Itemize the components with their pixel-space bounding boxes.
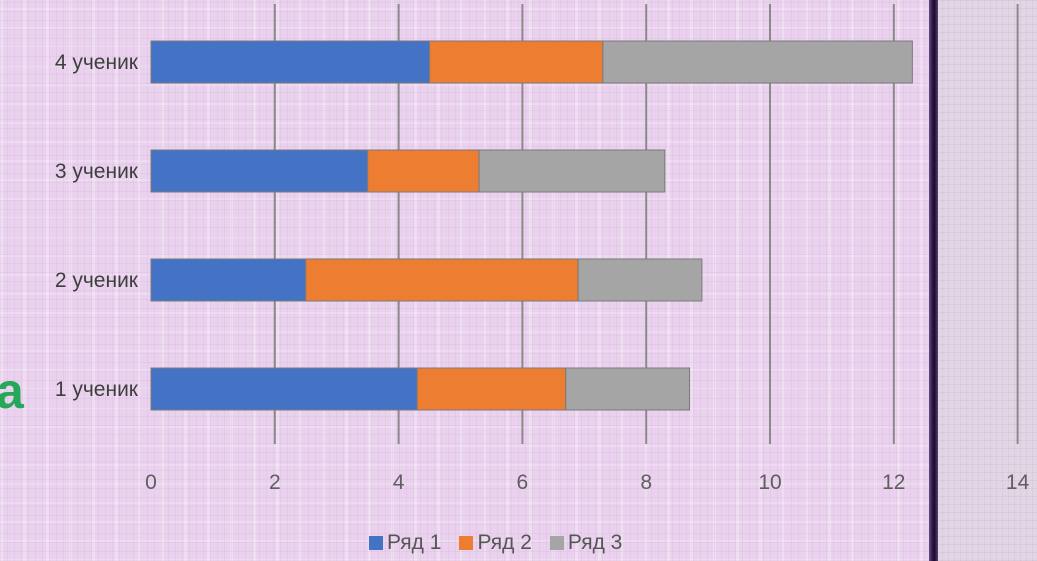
bar-segment: [305, 258, 579, 302]
bar-segment: [150, 367, 418, 411]
bar-segment: [150, 40, 431, 84]
bar-segment: [150, 258, 307, 302]
slide-divider: [929, 0, 938, 561]
legend-label: Ряд 1: [387, 531, 442, 554]
legend-item: Ряд 3: [549, 531, 623, 555]
right-panel-background: [930, 0, 1037, 561]
bar-segment: [565, 367, 691, 411]
bar-segment: [416, 367, 567, 411]
bar-segment: [577, 258, 703, 302]
category-label: 3 ученик: [55, 160, 139, 183]
bars: [150, 40, 913, 411]
category-label: 4 ученик: [55, 51, 139, 74]
legend-item: Ряд 1: [369, 531, 441, 555]
category-label: 1 ученик: [55, 378, 139, 401]
x-tick-labels: 0 2 4 6 8 10 12 14: [145, 471, 1029, 494]
x-tick-label: 14: [1006, 471, 1030, 494]
x-tick-label: 12: [882, 471, 905, 494]
category-label: 2 ученик: [55, 269, 139, 292]
bar-segment: [367, 149, 480, 193]
x-tick-label: 6: [517, 471, 529, 494]
legend: Ряд 1 Ряд 2 Ряд 3: [0, 531, 1037, 555]
legend-swatch: [369, 536, 383, 550]
x-tick-label: 2: [269, 471, 281, 494]
bar-segment: [429, 40, 604, 84]
bar-segment: [478, 149, 666, 193]
bar-segment: [150, 149, 369, 193]
legend-swatch: [459, 536, 474, 550]
x-tick-label: 8: [640, 471, 652, 494]
legend-swatch: [549, 536, 564, 550]
legend-label: Ряд 2: [477, 531, 532, 554]
x-tick-label: 0: [145, 471, 157, 494]
legend-item: Ряд 2: [459, 531, 532, 555]
green-text-fragment: а: [0, 363, 24, 419]
x-tick-label: 4: [393, 471, 405, 494]
legend-label: Ряд 3: [567, 531, 623, 554]
x-tick-label: 10: [758, 471, 781, 494]
bar-segment: [602, 40, 913, 84]
category-labels: 1 ученик 2 ученик 3 ученик 4 ученик: [55, 51, 139, 401]
